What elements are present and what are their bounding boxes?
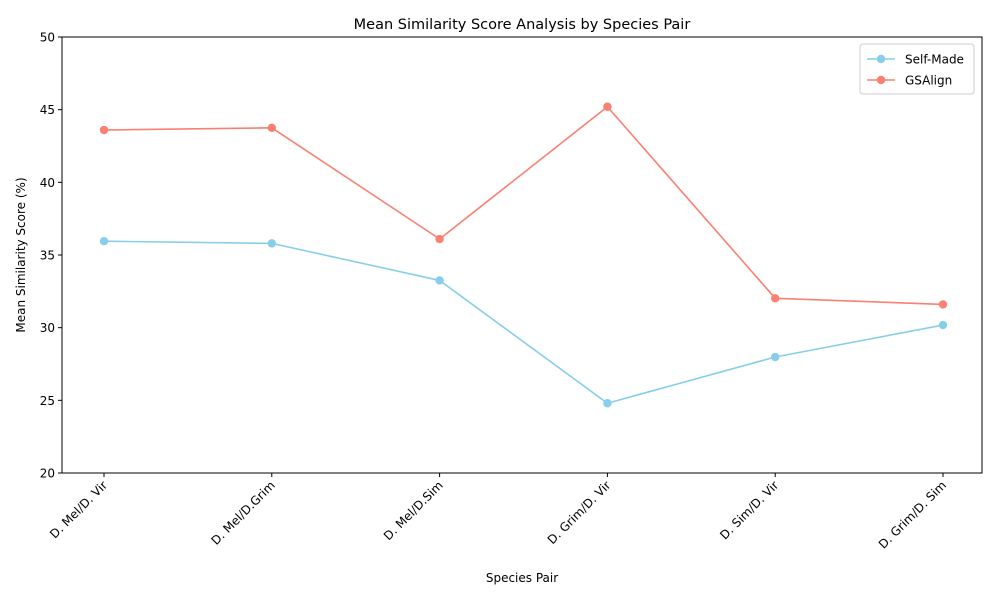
legend-label: GSAlign [905, 73, 952, 87]
data-point [267, 239, 276, 248]
legend-entry: GSAlign [867, 73, 952, 87]
y-axis-ticks: 20 25 30 35 40 45 50 [40, 31, 62, 481]
data-point [771, 294, 780, 303]
chart-title: Mean Similarity Score Analysis by Specie… [354, 17, 691, 33]
data-point [267, 123, 276, 133]
series-layer [99, 102, 948, 408]
data-point [938, 320, 948, 330]
y-tick-label: 35 [40, 249, 55, 263]
y-tick-label: 20 [40, 467, 55, 481]
legend: Self-Made GSAlign [859, 43, 975, 95]
y-axis-title: Mean Similarity Score (%) [14, 177, 28, 332]
data-point [603, 102, 612, 111]
series-self-made [99, 236, 948, 408]
legend-box [859, 43, 975, 95]
legend-label: Self-Made [905, 52, 964, 66]
y-tick-label: 25 [40, 394, 55, 408]
y-tick-label: 50 [40, 31, 55, 45]
series-line [103, 105, 944, 306]
legend-entries: Self-Made GSAlign [867, 52, 964, 87]
series-line [103, 240, 944, 405]
legend-marker [876, 75, 886, 85]
series-gsalign [99, 102, 948, 309]
data-point [99, 236, 109, 246]
x-axis-title: Species Pair [486, 571, 558, 585]
y-tick-label: 45 [40, 103, 55, 117]
legend-entry: Self-Made [867, 52, 964, 66]
y-tick-label: 40 [40, 176, 55, 190]
data-point [99, 125, 109, 135]
data-point [771, 352, 780, 362]
data-point [938, 300, 948, 309]
data-point [435, 276, 444, 285]
y-tick-label: 30 [40, 321, 55, 335]
plot-frame [61, 36, 983, 474]
legend-marker [876, 54, 886, 64]
data-point [603, 399, 612, 408]
data-point [435, 234, 444, 244]
